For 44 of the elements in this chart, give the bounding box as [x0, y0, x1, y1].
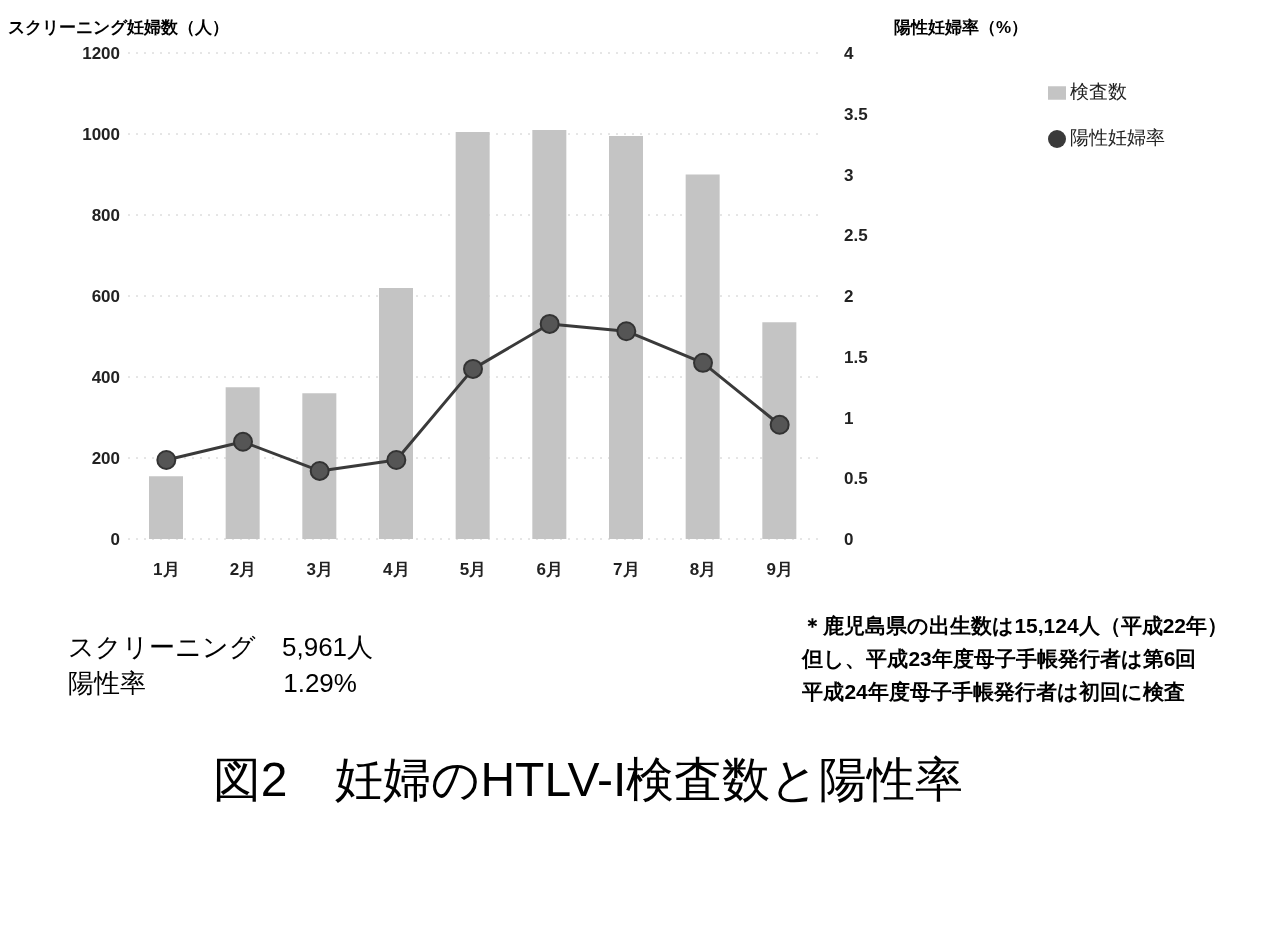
y2-tick-label: 3 [844, 165, 854, 185]
y-tick-label: 600 [91, 287, 120, 307]
x-tick-label: 9月 [766, 560, 793, 580]
y-tick-label: 400 [91, 368, 120, 388]
y2-tick-label: 0.5 [844, 469, 868, 489]
y2-tick-label: 4 [844, 44, 854, 64]
y2-axis-title: 陽性妊婦率（%） [893, 17, 1028, 39]
y2-tick-label: 3.5 [844, 104, 868, 124]
y-tick-label: 0 [110, 530, 120, 550]
text: 図2 妊婦のHTLV-I検査数と陽性率 [211, 752, 965, 808]
point [539, 313, 560, 334]
x-tick-label: 6月 [536, 560, 563, 580]
text: 平成24年度母子手帳発行者は初回に検査 [802, 679, 1186, 705]
legend-label: 陽性妊婦率 [1070, 127, 1165, 148]
point [233, 431, 253, 452]
y-tick-label: 800 [91, 206, 120, 226]
point [769, 414, 790, 435]
text: 但し、平成23年度母子手帳発行者は第6回 [802, 646, 1198, 672]
text: ＊鹿児島県の出生数は15,124人（平成22年） [802, 613, 1228, 639]
x-tick-label: 2月 [229, 560, 257, 580]
y-axis-title: スクリーニング妊婦数（人） [8, 17, 229, 39]
x-tick-label: 7月 [613, 560, 640, 580]
point [616, 321, 637, 342]
legend-label: 検査数 [1070, 81, 1127, 102]
text: スクリーニング 5,961人 [68, 631, 374, 664]
x-tick-label: 3月 [306, 560, 333, 580]
x-tick-label: 8月 [689, 560, 717, 580]
y-tick-label: 1000 [82, 125, 120, 145]
point [693, 352, 713, 373]
y-tick-label: 1200 [82, 44, 120, 64]
point [386, 450, 407, 471]
point [463, 358, 483, 379]
point [156, 450, 177, 471]
x-tick-label: 4月 [383, 560, 410, 580]
text: 陽性率 1.29% [68, 667, 358, 700]
x-tick-label: 1月 [153, 560, 180, 580]
y2-tick-label: 1 [844, 408, 854, 428]
y2-tick-label: 2 [844, 287, 854, 307]
point [309, 460, 330, 481]
x-tick-label: 5月 [459, 560, 487, 580]
y2-tick-label: 0 [844, 530, 854, 550]
y2-tick-label: 1.5 [844, 347, 868, 367]
y-tick-label: 200 [91, 449, 120, 469]
y2-tick-label: 2.5 [844, 226, 868, 246]
